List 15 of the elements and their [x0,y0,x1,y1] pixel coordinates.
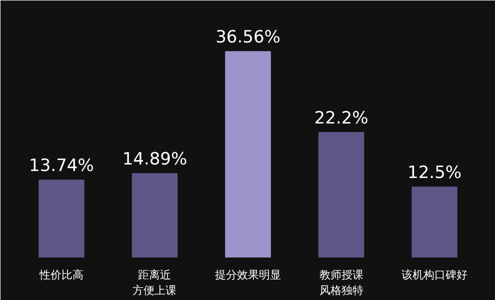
bar [412,186,458,258]
bar [38,180,84,258]
x-tick-label: 距离近方便上课 [132,268,177,298]
data-label: 14.89% [122,150,188,170]
data-label: 36.56% [216,28,280,48]
x-tick-label: 教师授课风格独特 [319,268,364,298]
x-tick-label: 该机构口碑好 [402,268,468,282]
data-label: 13.74% [29,156,94,176]
bar [225,51,271,258]
bar [132,173,178,258]
data-label: 12.5% [408,163,462,184]
bar [318,132,364,258]
data-label: 22.2% [314,108,368,129]
x-tick-label: 性价比高 [38,268,84,282]
x-tick-label: 提分效果明显 [215,268,281,282]
